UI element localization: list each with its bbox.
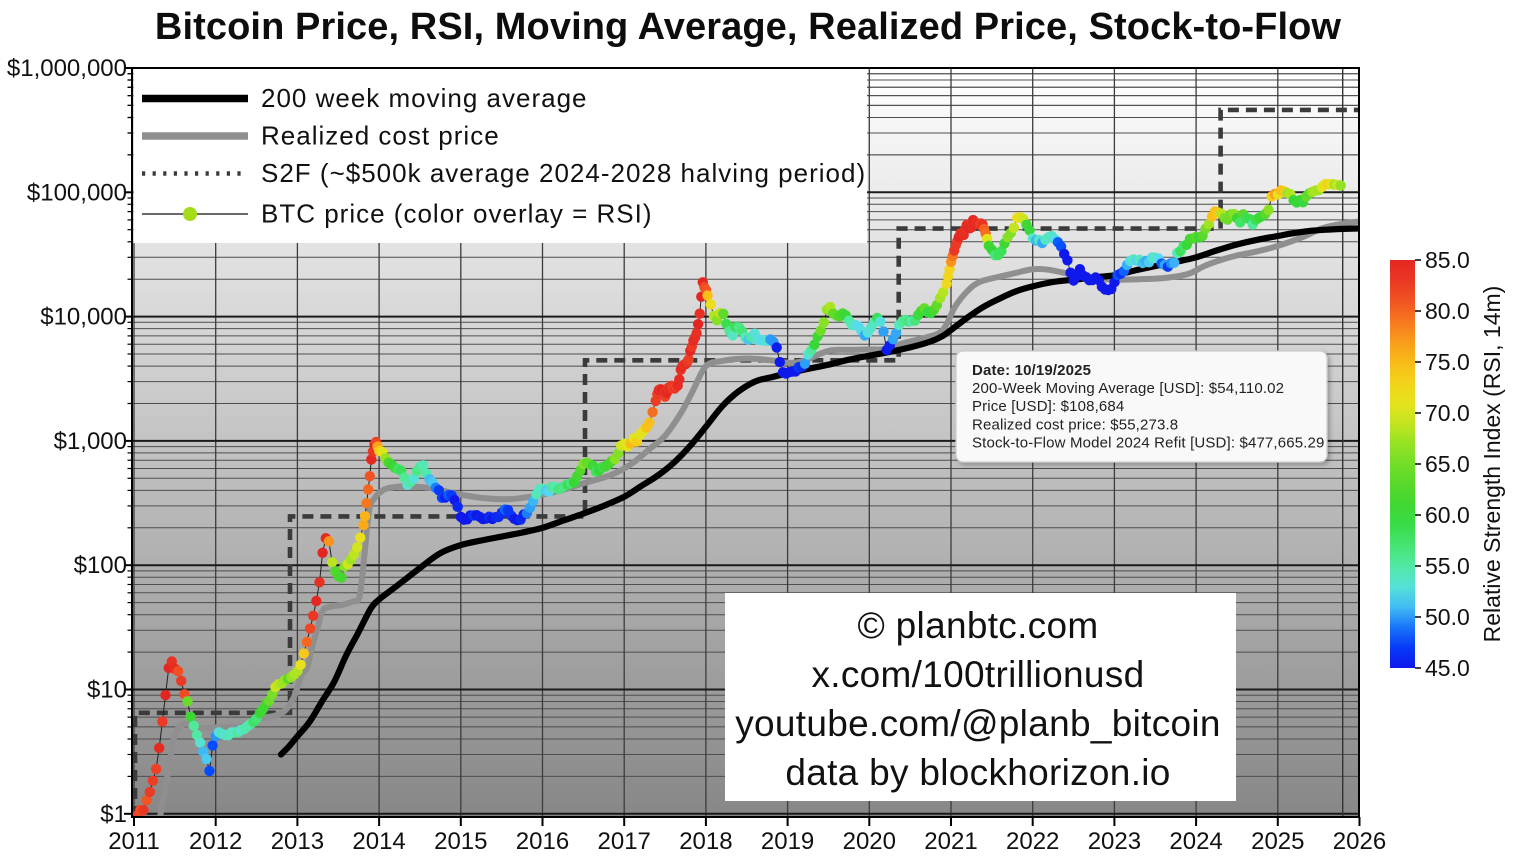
svg-text:70.0: 70.0 bbox=[1425, 400, 1470, 426]
svg-text:2013: 2013 bbox=[271, 828, 324, 855]
svg-text:© planbtc.com: © planbtc.com bbox=[858, 605, 1099, 646]
svg-text:$1: $1 bbox=[100, 801, 127, 828]
svg-text:65.0: 65.0 bbox=[1425, 451, 1470, 477]
svg-text:2014: 2014 bbox=[352, 828, 405, 855]
svg-text:80.0: 80.0 bbox=[1425, 298, 1470, 324]
svg-text:2021: 2021 bbox=[924, 828, 977, 855]
svg-text:Realized cost price: Realized cost price bbox=[261, 121, 500, 151]
svg-text:2017: 2017 bbox=[598, 828, 651, 855]
svg-text:2022: 2022 bbox=[1006, 828, 1059, 855]
svg-text:2011: 2011 bbox=[108, 828, 160, 855]
svg-text:2020: 2020 bbox=[843, 828, 896, 855]
svg-text:Stock-to-Flow Model 2024 Refit: Stock-to-Flow Model 2024 Refit [USD]: $4… bbox=[972, 434, 1325, 451]
svg-text:Date: 10/19/2025: Date: 10/19/2025 bbox=[972, 362, 1091, 379]
svg-text:$100: $100 bbox=[74, 552, 127, 579]
svg-text:data by blockhorizon.io: data by blockhorizon.io bbox=[785, 752, 1170, 793]
svg-text:50.0: 50.0 bbox=[1425, 604, 1470, 630]
svg-text:60.0: 60.0 bbox=[1425, 502, 1470, 528]
svg-text:2023: 2023 bbox=[1088, 828, 1141, 855]
svg-text:75.0: 75.0 bbox=[1425, 349, 1470, 375]
svg-text:S2F (~$500k average 2024-2028: S2F (~$500k average 2024-2028 halving pe… bbox=[261, 158, 866, 188]
svg-text:BTC price (color overlay = RSI: BTC price (color overlay = RSI) bbox=[261, 199, 652, 229]
svg-text:2025: 2025 bbox=[1251, 828, 1304, 855]
svg-text:x.com/100trillionusd: x.com/100trillionusd bbox=[812, 654, 1145, 695]
svg-text:2015: 2015 bbox=[434, 828, 487, 855]
svg-text:$100,000: $100,000 bbox=[27, 179, 127, 206]
svg-text:$1,000: $1,000 bbox=[54, 428, 127, 455]
svg-text:45.0: 45.0 bbox=[1425, 655, 1470, 681]
svg-text:2019: 2019 bbox=[761, 828, 814, 855]
svg-text:$10: $10 bbox=[87, 677, 127, 704]
svg-text:Realized cost price: $55,273.8: Realized cost price: $55,273.8 bbox=[972, 416, 1178, 433]
svg-text:Price [USD]: $108,684: Price [USD]: $108,684 bbox=[972, 398, 1124, 415]
svg-text:200 week moving average: 200 week moving average bbox=[261, 83, 588, 113]
svg-text:2016: 2016 bbox=[516, 828, 569, 855]
svg-text:2012: 2012 bbox=[189, 828, 242, 855]
svg-text:youtube.com/@planb_bitcoin: youtube.com/@planb_bitcoin bbox=[735, 703, 1221, 744]
svg-text:Relative Strength Index (RSI,: Relative Strength Index (RSI, 14m) bbox=[1479, 286, 1505, 643]
svg-text:2026: 2026 bbox=[1333, 828, 1386, 855]
svg-text:2018: 2018 bbox=[679, 828, 732, 855]
svg-text:85.0: 85.0 bbox=[1425, 247, 1470, 273]
svg-text:200-Week Moving Average [USD]:: 200-Week Moving Average [USD]: $54,110.0… bbox=[972, 380, 1284, 397]
svg-text:$10,000: $10,000 bbox=[40, 304, 127, 331]
svg-text:2024: 2024 bbox=[1169, 828, 1222, 855]
svg-text:$1,000,000: $1,000,000 bbox=[7, 55, 127, 82]
svg-text:55.0: 55.0 bbox=[1425, 553, 1470, 579]
svg-text:Bitcoin Price, RSI, Moving Ave: Bitcoin Price, RSI, Moving Average, Real… bbox=[155, 6, 1342, 48]
